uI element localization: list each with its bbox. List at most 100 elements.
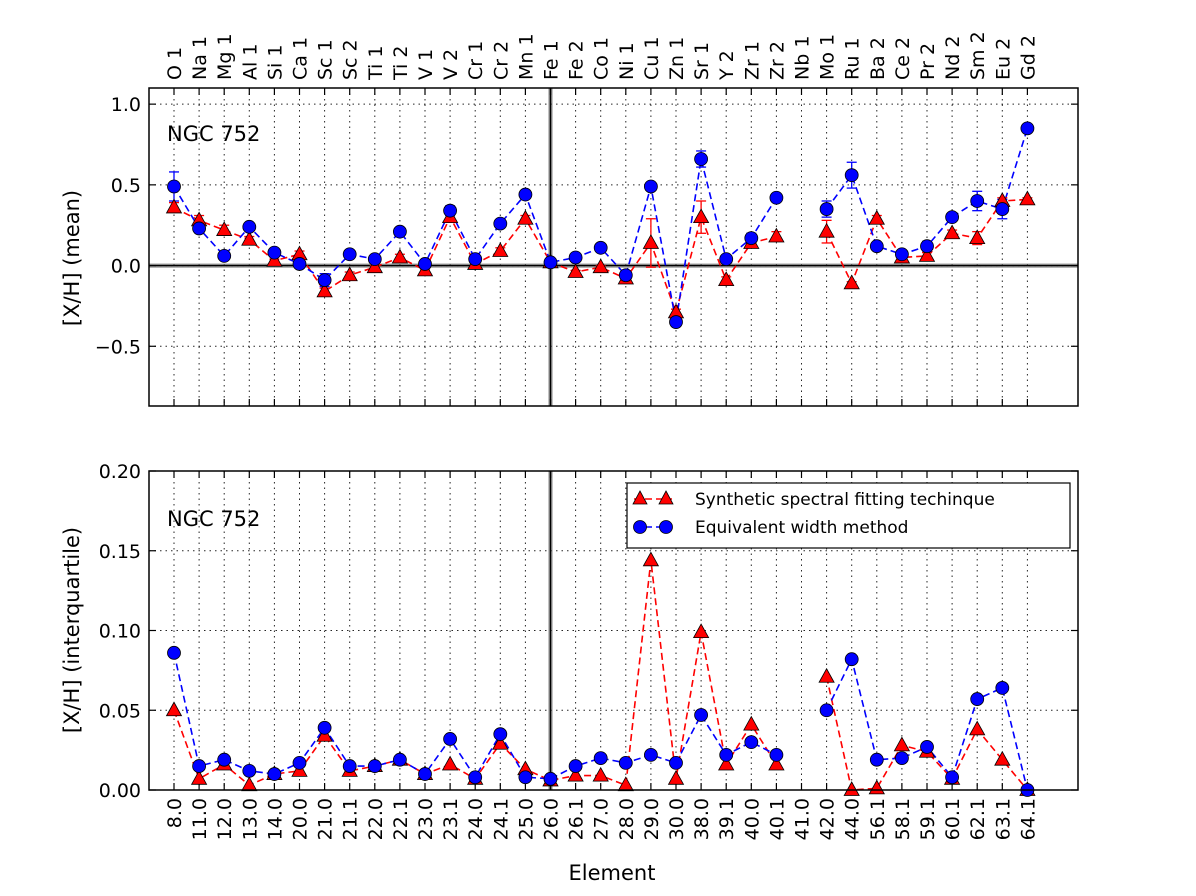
equivalent-width-point (418, 767, 432, 781)
x-tick-label-code: 14.0 (264, 798, 286, 840)
equivalent-width-point (543, 771, 558, 786)
synthetic-point (241, 230, 258, 246)
synthetic-point (718, 755, 735, 771)
equivalent-width-point (167, 645, 181, 660)
synthetic-point (1019, 190, 1036, 206)
equivalent-width-point (593, 240, 608, 255)
equivalent-width-point (242, 763, 257, 778)
equivalent-width-point (844, 168, 859, 183)
x-tick-label-code: 60.1 (942, 798, 964, 840)
equivalent-width-point (317, 273, 332, 287)
equivalent-width-point (593, 751, 608, 765)
x-tick-label-element: Cu 1 (641, 37, 663, 80)
equivalent-width-point (669, 755, 683, 770)
x-tick-label-code: 56.1 (867, 798, 889, 840)
x-tick-label-code: 26.1 (566, 798, 588, 840)
x-tick-label-code: 28.0 (616, 798, 638, 840)
equivalent-width-point (217, 752, 232, 767)
equivalent-width-point (895, 751, 909, 765)
synthetic-point (341, 266, 358, 282)
x-tick-label-element: Ca 1 (290, 37, 312, 80)
synthetic-point (692, 623, 710, 638)
synthetic-point (969, 720, 986, 736)
y-tick-label: 0.05 (99, 700, 141, 722)
equivalent-width-point (644, 179, 658, 194)
x-tick-label-element: Ni 1 (616, 42, 638, 80)
synthetic-point (592, 766, 609, 782)
x-tick-label-element: Mn 1 (515, 33, 537, 80)
equivalent-width-point (267, 245, 282, 260)
equivalent-width-point (367, 252, 382, 267)
synthetic-point (165, 198, 183, 214)
equivalent-width-point (744, 231, 759, 246)
y-tick-label: 0.0 (111, 256, 141, 278)
equivalent-width-point (819, 202, 834, 216)
equivalent-width-point (443, 203, 458, 218)
synthetic-point (692, 208, 710, 224)
x-tick-label-code: 64.1 (1017, 798, 1039, 840)
synthetic-point (492, 734, 509, 750)
equivalent-width-point (367, 759, 382, 773)
top-panel: −0.5 0.0 0.5 1.0 O 1 Na 1 Mg 1 Al 1 Si 1 Ca 1 Sc 1… (95, 31, 1079, 407)
y-tick-label: 0.10 (99, 621, 141, 643)
x-tick-label-code: 23.0 (415, 798, 437, 840)
synthetic-point (718, 271, 735, 286)
y-tick-label: 0.5 (111, 175, 141, 197)
x-tick-label-code: 29.0 (641, 798, 663, 840)
x-tick-label-element: Fe 1 (541, 40, 563, 80)
y-tick-label: −0.5 (95, 336, 141, 358)
x-tick-label-element: Nb 1 (792, 36, 814, 80)
equivalent-width-point (518, 187, 533, 202)
equivalent-width-point (568, 250, 583, 265)
x-tick-label-code: 26.0 (541, 798, 563, 840)
x-tick-label-element: Mo 1 (817, 34, 839, 80)
x-tick-label-element: Al 1 (239, 44, 261, 80)
equivalent-width-point (518, 770, 533, 785)
legend-synthetic-label: Synthetic spectral fitting techinque (695, 490, 995, 510)
x-tick-label-code: 20.0 (290, 798, 312, 840)
x-tick-label-element: Si 1 (264, 45, 286, 80)
equivalent-width-point (719, 252, 734, 267)
y-tick-label: 0.00 (99, 780, 141, 802)
equivalent-width-point (995, 202, 1010, 216)
equivalent-width-point (744, 735, 759, 750)
equivalent-width-point (443, 732, 458, 746)
plot-frame (148, 87, 1079, 407)
synthetic-point (768, 227, 785, 243)
x-tick-label-code: 21.0 (315, 798, 337, 840)
legend-synthetic-marker (632, 490, 648, 505)
x-tick-label-element: Gd 2 (1017, 35, 1039, 80)
x-tick-label-code: 59.1 (917, 798, 939, 840)
plot-area (149, 88, 1078, 406)
x-tick-label-code: 62.1 (967, 798, 989, 840)
x-tick-label-code: 8.0 (164, 798, 186, 828)
synthetic-point (818, 222, 835, 238)
synthetic-point (667, 770, 685, 785)
legend-ew-marker (633, 520, 647, 534)
x-tick-label-code: 22.0 (365, 798, 387, 840)
synthetic-point (818, 667, 835, 683)
x-tick-label-code: 13.0 (239, 798, 261, 840)
synthetic-point (391, 248, 409, 264)
x-axis-label: Element (569, 861, 656, 885)
equivalent-width-point (895, 247, 909, 262)
equivalent-width-point (468, 252, 483, 267)
y-tick-label: 0.15 (99, 541, 141, 563)
x-tick-label-code: 40.0 (741, 798, 763, 840)
equivalent-width-point (844, 652, 859, 667)
x-tick-label-element: Ti 1 (365, 46, 387, 81)
equivalent-width-point (669, 315, 683, 329)
x-tick-label-code: 23.1 (440, 798, 462, 840)
x-tick-label-element: Co 1 (591, 37, 613, 80)
synthetic-point (868, 209, 885, 225)
synthetic-point (567, 263, 584, 278)
equivalent-width-point (694, 708, 708, 722)
synthetic-point (517, 209, 534, 225)
x-tick-label-code: 63.1 (992, 798, 1014, 840)
top-ylabel: [X/H] (mean) (60, 190, 84, 326)
x-tick-label-code: 40.1 (766, 798, 788, 840)
x-tick-label-element: Ti 2 (390, 46, 412, 81)
x-tick-label-element: Zr 2 (766, 41, 788, 80)
synthetic-point (567, 766, 584, 782)
equivalent-width-point (242, 219, 257, 234)
